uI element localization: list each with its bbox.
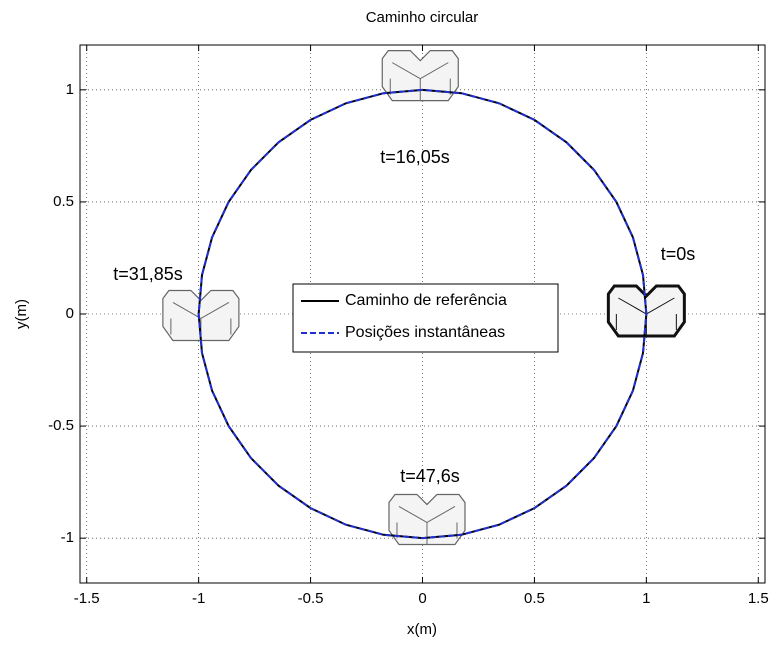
- annotation: t=47,6s: [400, 466, 460, 486]
- y-tick-label: 0: [66, 305, 74, 322]
- x-tick-label: -1: [192, 590, 205, 607]
- y-axis-label: y(m): [13, 299, 30, 329]
- chart: Caminho circular x(m) y(m) -1.5 -1 -0.5 0 0.…: [0, 0, 775, 643]
- legend-label: Posições instantâneas: [345, 324, 505, 341]
- x-tick-label: -0.5: [298, 590, 324, 607]
- x-tick-label: 1.5: [748, 590, 769, 607]
- chart-title: Caminho circular: [366, 9, 479, 26]
- y-tick-label: 0.5: [53, 193, 74, 210]
- annotation: t=0s: [661, 244, 696, 264]
- y-tick-label: 1: [66, 81, 74, 98]
- annotation: t=16,05s: [380, 147, 450, 167]
- x-tick-label: 0.5: [524, 590, 545, 607]
- x-tick-label: -1.5: [74, 590, 100, 607]
- x-axis-label: x(m): [407, 621, 437, 638]
- x-tick-label: 0: [418, 590, 426, 607]
- x-tick-label: 1: [642, 590, 650, 607]
- annotation: t=31,85s: [113, 264, 183, 284]
- y-tick-label: -1: [61, 529, 74, 546]
- page: Caminho circular x(m) y(m) -1.5 -1 -0.5 0 0.…: [0, 0, 775, 648]
- y-tick-label: -0.5: [48, 417, 74, 434]
- legend-label: Caminho de referência: [345, 292, 507, 309]
